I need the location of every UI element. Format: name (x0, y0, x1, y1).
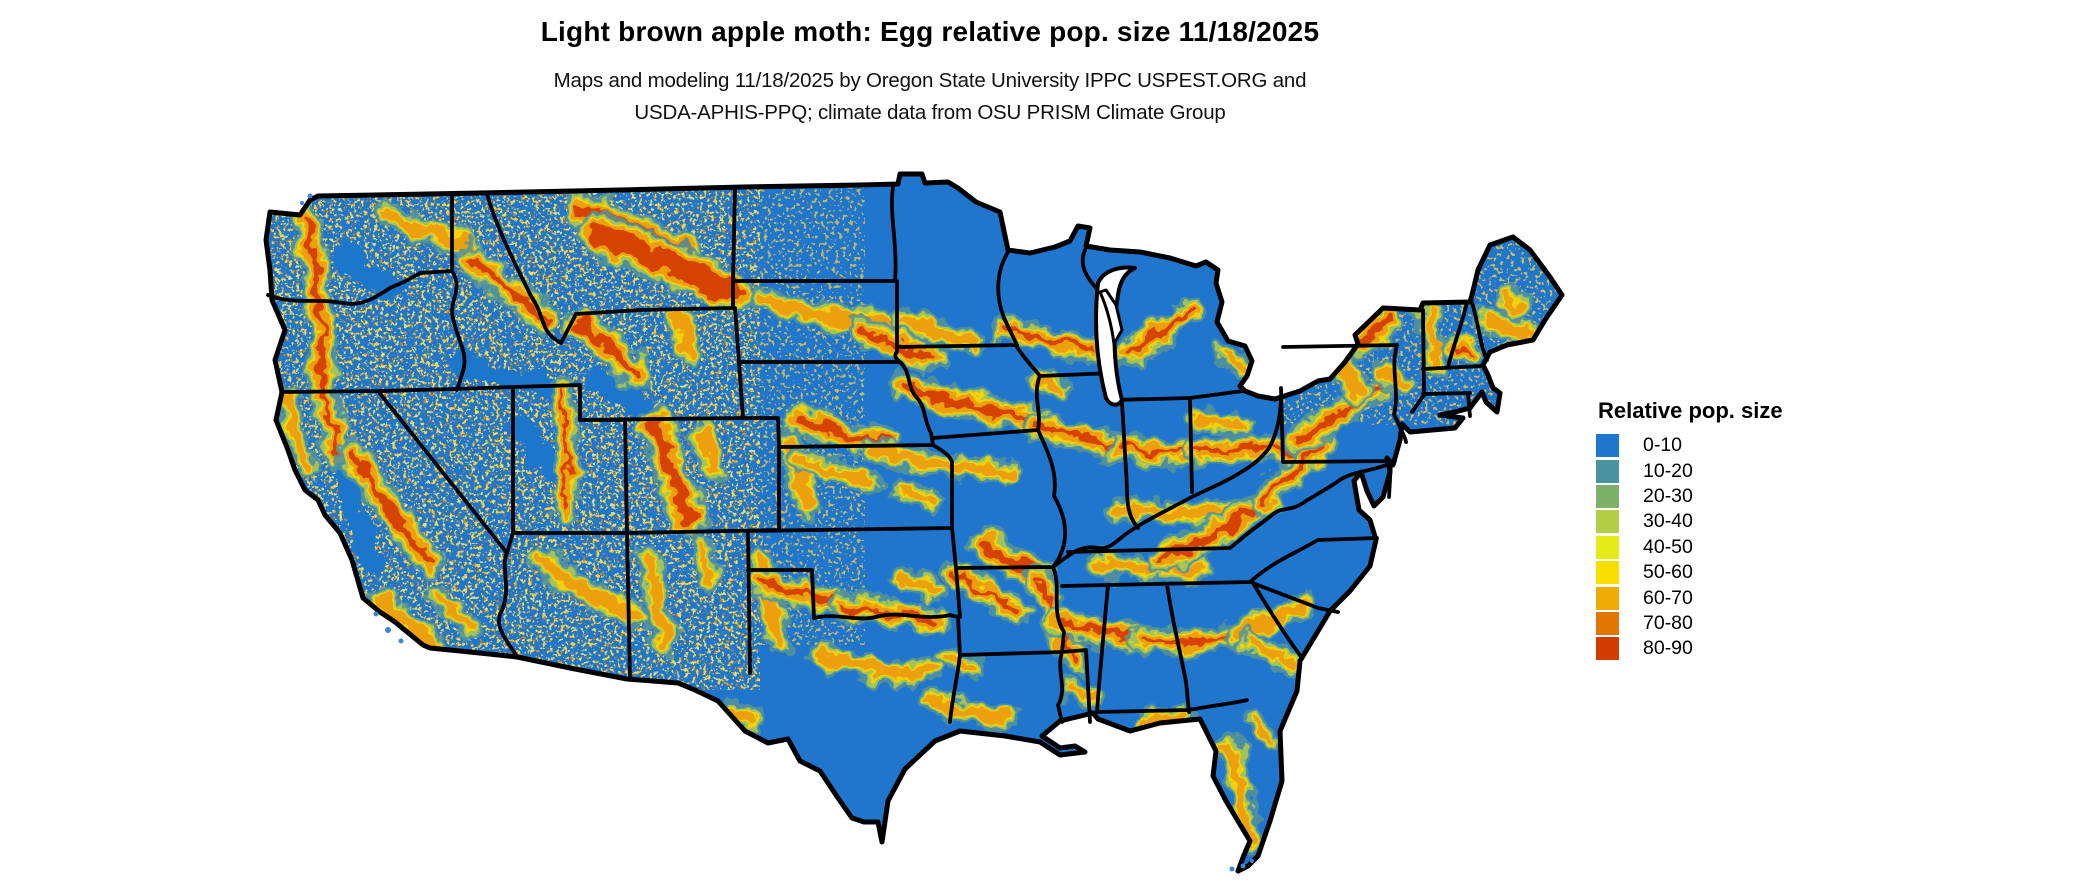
legend-label: 50-60 (1643, 561, 1693, 584)
offshore-islands (300, 193, 1254, 872)
map-subtitle-line2: USDA-APHIS-PPQ; climate data from OSU PR… (634, 101, 1226, 124)
legend-label: 70-80 (1643, 611, 1693, 634)
legend-item: 20-30 (1596, 484, 1783, 509)
legend-label: 0-10 (1643, 434, 1683, 457)
terrain-bands (272, 192, 1542, 855)
legend-swatch (1596, 561, 1619, 585)
map-title: Light brown apple moth: Egg relative pop… (540, 16, 1320, 47)
legend-label: 40-50 (1643, 535, 1693, 558)
legend-item: 30-40 (1596, 509, 1783, 534)
legend-title: Relative pop. size (1598, 398, 1783, 423)
legend-swatch (1596, 637, 1619, 661)
map-subtitle-line1: Maps and modeling 11/18/2025 by Oregon S… (553, 69, 1307, 92)
legend-swatch (1596, 535, 1619, 559)
legend-swatch (1596, 611, 1619, 635)
legend: Relative pop. size 0-10 10-20 20-30 30-40 40… (1596, 398, 1783, 662)
legend-item: 70-80 (1596, 611, 1783, 636)
title-block: Light brown apple moth: Egg relative pop… (541, 16, 1319, 129)
legend-swatch (1596, 484, 1619, 508)
legend-items: 0-10 10-20 20-30 30-40 40-50 50-60 60-70 70-80 8… (1596, 433, 1783, 662)
legend-swatch (1596, 510, 1619, 534)
legend-swatch (1596, 434, 1619, 458)
legend-swatch (1596, 459, 1619, 483)
state-borders (266, 185, 1489, 724)
map-subtitle: Maps and modeling 11/18/2025 by Oregon S… (541, 65, 1319, 129)
terrain-calm-basins (332, 242, 651, 575)
legend-label: 10-20 (1643, 459, 1693, 482)
legend-label: 60-70 (1643, 586, 1693, 609)
legend-item: 40-50 (1596, 535, 1783, 560)
legend-item: 60-70 (1596, 585, 1783, 610)
legend-label: 30-40 (1643, 510, 1693, 533)
legend-swatch (1596, 586, 1619, 610)
legend-label: 80-90 (1643, 637, 1693, 660)
legend-label: 20-30 (1643, 484, 1693, 507)
lake-michigan (1094, 265, 1137, 407)
legend-item: 0-10 (1596, 433, 1783, 458)
legend-item: 50-60 (1596, 560, 1783, 585)
legend-item: 10-20 (1596, 458, 1783, 483)
legend-item: 80-90 (1596, 636, 1783, 661)
